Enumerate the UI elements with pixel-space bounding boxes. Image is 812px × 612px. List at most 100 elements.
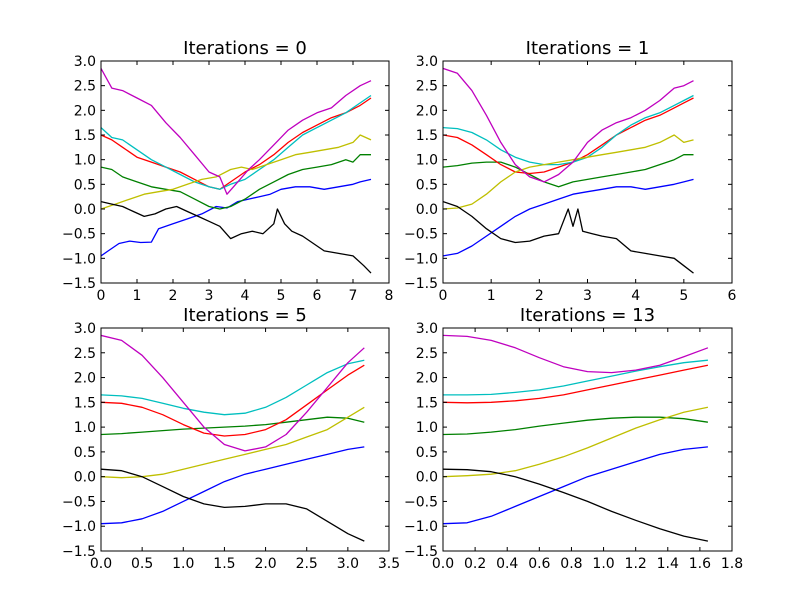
y-tick-label: −0.5	[62, 227, 96, 243]
x-tick-label: 0	[439, 288, 448, 304]
x-tick-label: 1.8	[721, 556, 743, 572]
x-tick-label: 1.0	[172, 556, 194, 572]
y-tick-label: −1.0	[404, 251, 438, 267]
y-tick-label: −0.5	[62, 494, 96, 510]
y-tick-label: −0.5	[404, 227, 438, 243]
x-tick-label: 2.5	[296, 556, 318, 572]
y-tick-label: 0.5	[416, 177, 438, 193]
series-line-4	[443, 359, 708, 396]
y-tick-label: 1.0	[416, 153, 438, 169]
y-tick-label: 1.5	[74, 128, 96, 144]
subplot-2: 0 1 2 3 4 5 6 −1.5 −1.0 −0.5 0.0 0.5 1.0 1.5 2.0 2.5 3.0…	[404, 38, 737, 304]
x-tick-label: 3	[205, 288, 214, 304]
subplot-title: Iterations = 1	[526, 38, 650, 59]
y-tick-label: −0.5	[404, 494, 438, 510]
series-line-2	[443, 416, 708, 436]
x-tick-label: 4	[241, 288, 250, 304]
series-line-4	[101, 359, 365, 416]
x-tick-label: 1.2	[625, 556, 647, 572]
series-line-4	[101, 94, 372, 190]
plot-area	[443, 334, 709, 542]
axes-frame	[100, 327, 390, 552]
x-tick-label: 3.5	[378, 556, 400, 572]
y-tick-label: 0.0	[74, 470, 96, 486]
x-tick-label: 6	[313, 288, 322, 304]
series-line-1	[443, 178, 694, 257]
y-tick-label: 0.5	[416, 445, 438, 461]
x-tick-label: 8	[385, 288, 394, 304]
y-tick-label: 3.0	[74, 54, 96, 70]
y-tick-label: 1.5	[416, 128, 438, 144]
x-tick-label: 2	[535, 288, 544, 304]
x-tick-label: 0.6	[528, 556, 550, 572]
y-tick-label: 0.0	[74, 202, 96, 218]
x-tick-label: 1.6	[689, 556, 711, 572]
x-tick-label: 0.0	[432, 556, 454, 572]
y-tick-label: 1.5	[74, 395, 96, 411]
y-tick-label: 0.5	[74, 445, 96, 461]
x-tick-label: 7	[349, 288, 358, 304]
x-tick-label: 1.5	[213, 556, 235, 572]
y-tick-label: 2.5	[416, 79, 438, 95]
x-tick-label: 3.0	[337, 556, 359, 572]
y-tick-label: 1.0	[74, 153, 96, 169]
x-tick-label: 5	[679, 288, 688, 304]
y-tick-label: 1.5	[416, 395, 438, 411]
series-line-5	[443, 134, 694, 210]
x-tick-label: 2	[169, 288, 178, 304]
y-tick-label: 2.5	[74, 346, 96, 362]
subplot-title: Iterations = 13	[520, 305, 655, 326]
subplot-3: 0.0 0.5 1.0 1.5 2.0 2.5 3.0 3.5 −1.5 −1.0 −0.5 0.0 0…	[62, 305, 400, 572]
y-tick-label: 0.0	[416, 470, 438, 486]
series-line-3	[443, 364, 709, 404]
x-tick-label: 2.0	[254, 556, 276, 572]
series-line-2	[101, 154, 371, 210]
y-tick-label: 2.5	[416, 346, 438, 362]
y-tick-label: −1.5	[404, 544, 438, 560]
plot-area	[101, 334, 365, 542]
x-tick-label: 0.5	[131, 556, 153, 572]
series-line-6	[443, 334, 709, 374]
series-line-5	[101, 406, 365, 479]
y-tick-label: 0.5	[74, 177, 96, 193]
series-line-6	[101, 334, 365, 452]
y-tick-label: 3.0	[416, 321, 438, 337]
plot-area	[101, 68, 372, 274]
x-tick-label: 0.8	[560, 556, 582, 572]
y-tick-label: 2.0	[416, 371, 438, 387]
x-tick-label: 1.4	[657, 556, 679, 572]
y-tick-label: −1.5	[62, 544, 96, 560]
x-tick-label: 4	[631, 288, 640, 304]
x-tick-label: 5	[277, 288, 286, 304]
series-line-1	[101, 446, 365, 525]
y-tick-label: −1.0	[62, 519, 96, 535]
y-tick-label: −1.0	[404, 519, 438, 535]
y-tick-label: 3.0	[416, 54, 438, 70]
series-line-7	[443, 468, 709, 542]
series-line-7	[443, 200, 694, 274]
subplot-title: Iterations = 5	[183, 305, 307, 326]
subplot-title: Iterations = 0	[183, 38, 307, 59]
subplot-4: 0.0 0.2 0.4 0.6 0.8 1.0 1.2 1.4 1.6 1.8 −1.5 −1.0 −0…	[404, 305, 743, 572]
series-line-2	[101, 416, 365, 436]
x-tick-label: 1	[487, 288, 496, 304]
series-line-7	[101, 200, 372, 274]
y-tick-label: 2.0	[74, 371, 96, 387]
y-tick-label: 3.0	[74, 321, 96, 337]
x-tick-label: 1.0	[592, 556, 614, 572]
series-line-1	[101, 178, 372, 257]
subplot-1: 0 1 2 3 4 5 6 7 8 −1.5 −1.0 −0.5 0.0 0.5 1.0 1.5 2.0 2.5 3…	[62, 38, 393, 304]
y-tick-label: 2.5	[74, 79, 96, 95]
axes-frame	[442, 327, 733, 552]
series-line-7	[101, 468, 365, 542]
series-line-6	[443, 67, 694, 183]
y-tick-label: −1.0	[62, 251, 96, 267]
y-tick-label: 2.0	[74, 103, 96, 119]
y-tick-label: 0.0	[416, 202, 438, 218]
x-tick-label: 0	[97, 288, 106, 304]
series-line-2	[443, 154, 694, 188]
x-tick-label: 0.4	[496, 556, 518, 572]
series-line-5	[443, 406, 709, 478]
y-tick-label: −1.5	[62, 276, 96, 292]
